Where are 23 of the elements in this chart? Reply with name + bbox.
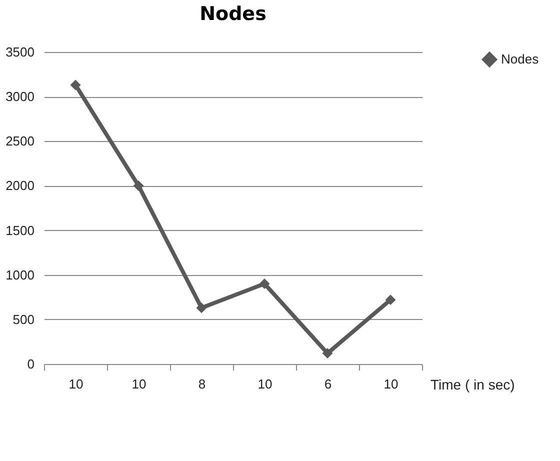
y-tick-label: 3000 <box>6 89 34 104</box>
x-axis-title: Time ( in sec) <box>430 376 515 392</box>
point <box>322 348 333 359</box>
x-tick-label: 10 <box>258 376 272 392</box>
x-tick-label: 8 <box>198 376 206 392</box>
point <box>133 180 144 191</box>
point <box>70 80 81 90</box>
chart-title: Nodes <box>200 3 266 25</box>
y-tick-label: 0 <box>27 356 34 372</box>
point <box>196 302 207 314</box>
y-tick-label: 3500 <box>6 44 34 60</box>
y-tick-label: 1500 <box>6 222 34 238</box>
x-tick-label: 6 <box>324 376 332 392</box>
legend-label: Nodes <box>501 52 540 66</box>
x-tick-label: 10 <box>68 376 84 392</box>
x-tick-label: 10 <box>132 376 146 392</box>
y-tick-label: 1000 <box>6 267 34 282</box>
y-tick-label: 2500 <box>6 134 34 149</box>
x-tick-label: 10 <box>384 376 398 392</box>
point <box>385 294 396 306</box>
point <box>259 278 270 290</box>
y-tick-label: 2000 <box>6 178 34 194</box>
y-tick-label: 500 <box>12 312 34 327</box>
